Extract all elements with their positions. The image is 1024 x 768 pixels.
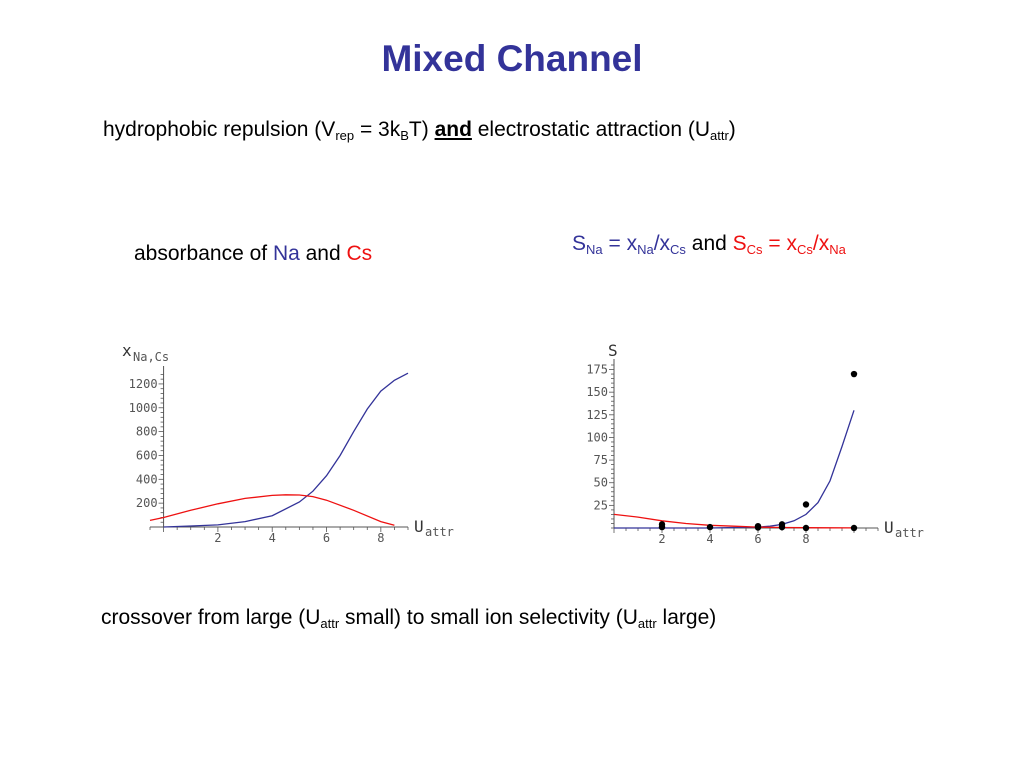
formula-sub: Na — [829, 242, 846, 257]
selectivity-caption: SNa = xNa/xCs and SCs = xCs/xNa — [572, 232, 846, 257]
x-tick-label: 2 — [214, 531, 221, 545]
subtitle-text: electrostatic attraction (U — [471, 118, 710, 141]
formula-text: /x — [812, 232, 830, 255]
formula-sub: Cs — [670, 242, 686, 257]
selectivity-and: and — [685, 232, 733, 255]
y-axis-label-sub: Na,Cs — [133, 350, 169, 364]
y-tick-label: 800 — [136, 425, 158, 439]
y-tick-label: 400 — [136, 472, 158, 486]
y-tick-label: 200 — [136, 496, 158, 510]
absorbance-caption: absorbance of Na and Cs — [134, 242, 372, 266]
subtitle-text: hydrophobic repulsion (V — [103, 118, 336, 141]
subtitle-line: hydrophobic repulsion (Vrep = 3kBT) and … — [103, 118, 736, 143]
subtitle-text: ) — [728, 118, 736, 141]
absorbance-text: absorbance of — [134, 242, 273, 265]
series-line-cs — [149, 494, 395, 526]
subtitle-sub: rep — [335, 128, 355, 143]
x-axis-label: U — [414, 517, 424, 536]
y-tick-label: 1000 — [129, 401, 158, 415]
formula-text: /x — [653, 232, 671, 255]
subtitle-and-emphasis: and — [434, 118, 472, 141]
absorbance-text: and — [299, 242, 347, 265]
formula-text: = x — [762, 232, 797, 255]
x-tick-label: 6 — [323, 531, 330, 545]
absorbance-cs: Cs — [346, 242, 373, 265]
formula-sub: Cs — [797, 242, 813, 257]
crossover-text: crossover from large (U — [101, 606, 321, 629]
x-tick-label: 8 — [377, 531, 384, 545]
formula-text: = x — [602, 232, 638, 255]
crossover-sub: attr — [320, 616, 340, 631]
slide-title: Mixed Channel — [381, 38, 643, 79]
formula-sub: Cs — [746, 242, 763, 257]
subtitle-sub: attr — [710, 128, 729, 143]
formula-text: S — [572, 232, 587, 255]
absorbance-na: Na — [272, 242, 300, 265]
selectivity-cs-formula: SCs = xCs/xNa — [732, 232, 846, 257]
selectivity-na-formula: SNa = xNa/xCs — [572, 232, 686, 257]
subtitle-text: T) — [408, 118, 435, 141]
crossover-caption: crossover from large (Uattr small) to sm… — [101, 606, 716, 631]
formula-sub: Na — [586, 242, 603, 257]
y-tick-label: 600 — [136, 448, 158, 462]
y-tick-label: 1200 — [129, 377, 158, 391]
y-axis-label: x — [122, 341, 132, 360]
series-line-na — [163, 372, 409, 528]
formula-sub: Na — [637, 242, 654, 257]
crossover-text: small) to small ion selectivity (U — [339, 606, 638, 629]
subtitle-text: = 3k — [354, 118, 401, 141]
crossover-text: large) — [656, 606, 717, 629]
subtitle-sub: B — [400, 128, 409, 143]
x-tick-label: 4 — [269, 531, 276, 545]
crossover-sub: attr — [637, 616, 657, 631]
formula-text: S — [732, 232, 747, 255]
x-axis-label-sub: attr — [425, 525, 454, 539]
